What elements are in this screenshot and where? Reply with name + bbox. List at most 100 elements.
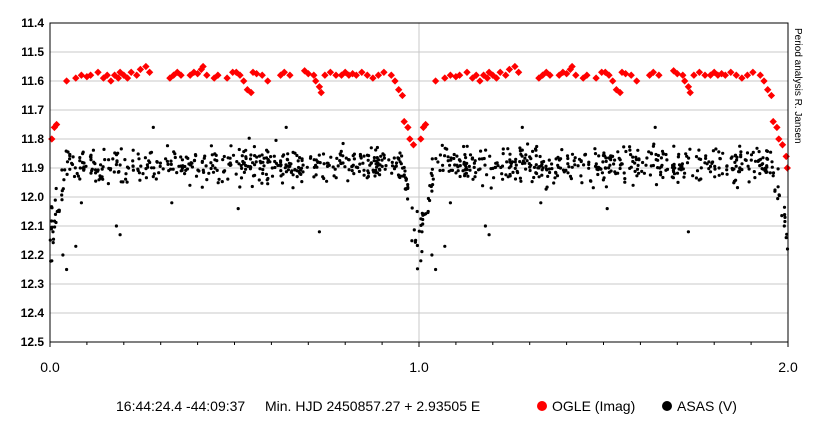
asas-point <box>188 163 193 167</box>
asas-point <box>587 160 591 164</box>
asas-point <box>659 173 663 177</box>
asas-point <box>618 166 622 171</box>
asas-point <box>131 148 135 152</box>
ogle-point <box>247 88 255 97</box>
asas-point <box>333 167 337 171</box>
asas-point <box>387 158 391 162</box>
asas-point <box>501 177 505 181</box>
asas-point <box>286 168 290 172</box>
asas-point <box>725 172 729 176</box>
asas-point <box>777 193 781 197</box>
asas-point <box>51 237 56 241</box>
y-tick-label: 12.3 <box>21 277 45 291</box>
ogle-point <box>203 71 211 79</box>
asas-point <box>188 183 192 187</box>
asas-point <box>332 174 336 178</box>
asas-point <box>223 169 227 173</box>
asas-point <box>165 144 170 148</box>
asas-point <box>462 160 466 164</box>
asas-point <box>211 164 215 168</box>
asas-point <box>458 159 462 163</box>
asas-point <box>760 167 764 171</box>
asas-point <box>540 173 544 177</box>
asas-point <box>264 156 269 160</box>
asas-point <box>513 177 518 181</box>
asas-point <box>452 152 456 157</box>
asas-point <box>603 154 607 158</box>
asas-point <box>623 177 627 181</box>
asas-point <box>714 147 718 151</box>
asas-point <box>352 157 356 161</box>
y-tick-label: 11.5 <box>21 45 44 59</box>
ogle-point <box>514 68 523 76</box>
asas-point <box>761 162 765 166</box>
asas-point <box>179 169 183 173</box>
asas-point <box>300 157 304 161</box>
asas-point <box>68 157 72 161</box>
asas-point <box>164 157 168 161</box>
asas-point <box>262 164 266 168</box>
asas-point <box>711 160 715 164</box>
x-tick-label: 1.0 <box>409 359 429 375</box>
asas-point <box>656 166 660 170</box>
asas-point <box>112 170 116 174</box>
asas-point <box>545 185 549 189</box>
asas-point <box>501 152 505 156</box>
asas-point <box>64 149 68 153</box>
asas-point <box>430 157 434 161</box>
asas-point <box>525 159 529 163</box>
asas-point <box>566 156 570 161</box>
asas-point <box>237 147 241 152</box>
ogle-point <box>421 120 430 129</box>
asas-point <box>761 156 765 160</box>
asas-point <box>455 163 459 167</box>
ogle-point <box>380 68 388 76</box>
asas-point <box>175 171 179 175</box>
asas-point <box>747 180 751 184</box>
asas-point <box>362 168 366 172</box>
asas-point <box>420 230 424 234</box>
asas-point <box>776 197 780 201</box>
y-tick-label: 12.1 <box>21 219 45 233</box>
ogle-point <box>609 77 617 85</box>
asas-point <box>501 147 505 151</box>
asas-point <box>520 125 524 129</box>
asas-point <box>529 157 533 161</box>
asas-point <box>472 161 476 165</box>
asas-point <box>463 153 467 157</box>
asas-point <box>406 186 410 190</box>
ogle-point <box>496 68 504 76</box>
asas-point <box>192 159 197 163</box>
asas-point <box>526 142 530 146</box>
asas-point <box>254 160 258 164</box>
ogle-point <box>214 71 222 79</box>
asas-point <box>421 222 425 226</box>
asas-point <box>141 172 145 176</box>
asas-point <box>776 167 780 171</box>
asas-point <box>452 156 456 161</box>
asas-point <box>488 154 492 158</box>
y-tick-label: 11.7 <box>21 103 44 117</box>
asas-point <box>229 144 233 148</box>
ogle-point <box>633 77 641 85</box>
asas-point <box>524 153 528 157</box>
ogle-point <box>431 77 440 85</box>
asas-point <box>394 164 398 168</box>
asas-point <box>484 148 488 152</box>
asas-point <box>231 153 236 157</box>
asas-point <box>441 163 445 167</box>
ogle-point <box>286 71 294 79</box>
asas-point <box>782 224 786 228</box>
asas-point <box>661 152 665 156</box>
asas-point <box>312 175 316 179</box>
asas-point <box>151 175 155 179</box>
asas-point <box>96 169 100 173</box>
asas-point <box>322 162 326 166</box>
asas-point <box>628 148 632 152</box>
asas-point <box>406 197 410 201</box>
asas-point <box>419 259 423 263</box>
asas-point <box>184 155 188 159</box>
asas-point <box>731 168 735 172</box>
asas-point <box>92 160 96 164</box>
asas-point <box>532 175 536 180</box>
